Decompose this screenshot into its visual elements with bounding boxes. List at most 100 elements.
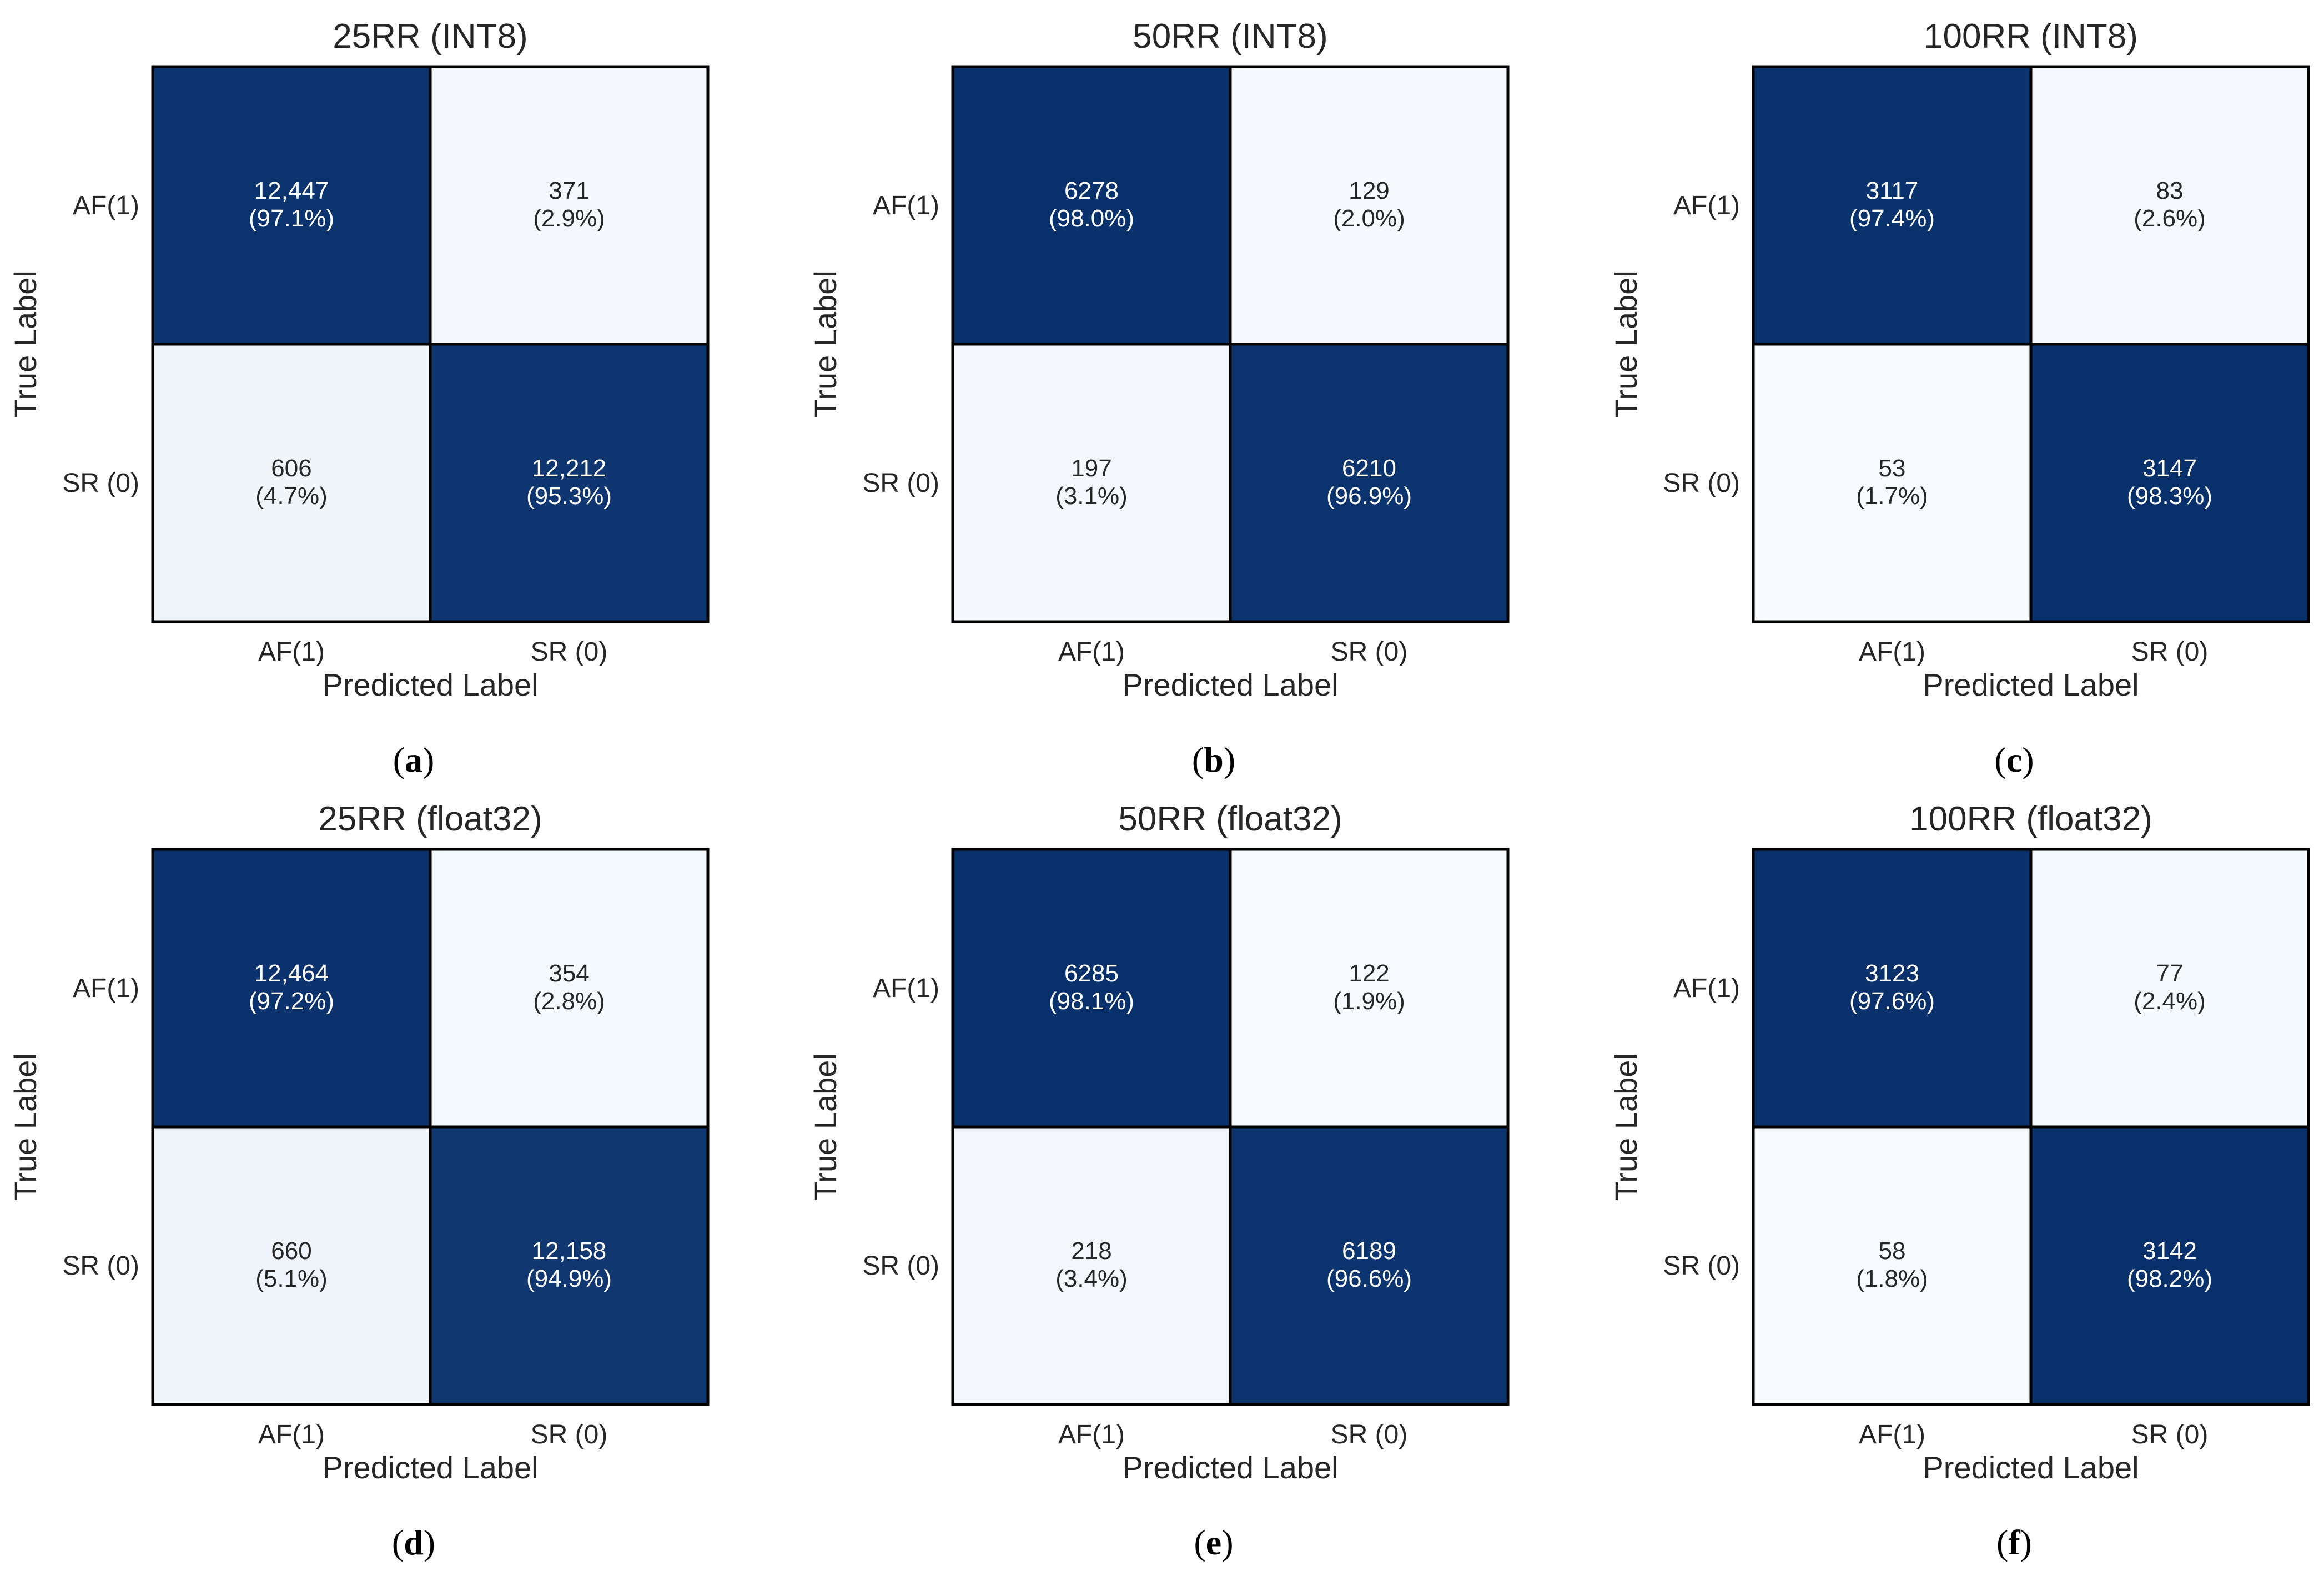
cell-count-label: 12,212: [532, 455, 607, 482]
cell-percent-label: (2.9%): [533, 205, 605, 232]
panel-title: 50RR (float32): [1118, 800, 1342, 838]
x-tick-label: AF(1): [258, 1420, 325, 1449]
x-tick-label: SR (0): [2131, 637, 2209, 667]
cell-count-label: 660: [271, 1237, 311, 1265]
cell-count-label: 53: [1879, 455, 1906, 482]
panel-title: 100RR (float32): [1909, 800, 2152, 838]
x-axis-label: Predicted Label: [1122, 1450, 1338, 1485]
matrix-cell: [1229, 343, 1510, 623]
matrix-cell: [2029, 848, 2310, 1129]
matrix-cell: [1752, 65, 2033, 346]
cell-percent-label: (2.6%): [2134, 205, 2206, 232]
cell-percent-label: (2.8%): [533, 988, 605, 1015]
cell-count-label: 3123: [1865, 960, 1919, 987]
y-tick-label: AF(1): [873, 191, 939, 220]
y-tick-label: AF(1): [873, 974, 939, 1003]
cell-percent-label: (98.3%): [2127, 482, 2212, 510]
cell-percent-label: (4.7%): [255, 482, 328, 510]
plot-frame: [152, 848, 709, 1406]
cell-count-label: 371: [549, 177, 589, 204]
y-tick-label: SR (0): [62, 469, 139, 498]
cell-count-label: 122: [1349, 960, 1389, 987]
cell-count-label: 129: [1349, 177, 1389, 204]
y-tick-label: SR (0): [62, 1251, 139, 1281]
x-tick-label: AF(1): [1058, 637, 1125, 667]
cell-percent-label: (98.2%): [2127, 1265, 2212, 1292]
cell-count-label: 218: [1071, 1237, 1111, 1265]
x-axis-label: Predicted Label: [1923, 667, 2139, 702]
cell-percent-label: (96.9%): [1326, 482, 1412, 510]
y-tick-label: AF(1): [73, 191, 139, 220]
cell-percent-label: (5.1%): [255, 1265, 328, 1292]
cell-percent-label: (97.1%): [249, 205, 334, 232]
cell-percent-label: (1.8%): [1856, 1265, 1928, 1292]
cell-percent-label: (3.1%): [1055, 482, 1128, 510]
y-tick-label: AF(1): [1673, 974, 1740, 1003]
x-tick-label: SR (0): [2131, 1420, 2209, 1449]
cell-percent-label: (97.4%): [1849, 205, 1935, 232]
cell-count-label: 12,464: [254, 960, 329, 987]
cell-count-label: 83: [2156, 177, 2184, 204]
cell-percent-label: (1.7%): [1856, 482, 1928, 510]
matrix-cell: [429, 848, 710, 1129]
matrix-cell: [2029, 65, 2310, 346]
matrix-cell: [151, 65, 432, 346]
panel-title: 25RR (INT8): [333, 17, 527, 56]
panel-title: 25RR (float32): [318, 800, 542, 838]
cell-percent-label: (3.4%): [1055, 1265, 1128, 1292]
panel-title: 50RR (INT8): [1133, 17, 1327, 56]
panel-caption: (c): [1994, 740, 2034, 779]
x-axis-label: Predicted Label: [322, 667, 538, 702]
x-tick-label: SR (0): [531, 637, 608, 667]
matrix-cell: [429, 65, 710, 346]
cell-count-label: 12,158: [532, 1237, 607, 1265]
matrix-cell: [1752, 343, 2033, 623]
cell-count-label: 3147: [2142, 455, 2197, 482]
cell-percent-label: (94.9%): [526, 1265, 612, 1292]
y-tick-label: SR (0): [1663, 469, 1740, 498]
cell-percent-label: (97.2%): [249, 988, 334, 1015]
panel-title: 100RR (INT8): [1924, 17, 2138, 56]
cell-percent-label: (2.4%): [2134, 988, 2206, 1015]
cell-percent-label: (96.6%): [1326, 1265, 1412, 1292]
matrix-cell: [951, 848, 1232, 1129]
y-axis-label: True Label: [1608, 270, 1643, 418]
matrix-cell: [429, 343, 710, 623]
plot-frame: [952, 848, 1509, 1406]
y-tick-label: AF(1): [73, 974, 139, 1003]
x-tick-label: SR (0): [1331, 637, 1408, 667]
cell-count-label: 197: [1071, 455, 1111, 482]
y-axis-label: True Label: [8, 1053, 43, 1201]
plot-frame: [152, 66, 709, 623]
cell-percent-label: (97.6%): [1849, 988, 1935, 1015]
cell-percent-label: (98.1%): [1049, 988, 1134, 1015]
x-tick-label: AF(1): [1058, 1420, 1125, 1449]
matrix-cell: [1229, 1125, 1510, 1406]
matrix-cell: [151, 343, 432, 623]
cell-count-label: 58: [1879, 1237, 1906, 1265]
x-tick-label: AF(1): [1859, 637, 1925, 667]
x-axis-label: Predicted Label: [1923, 1450, 2139, 1485]
panel-caption: (a): [393, 740, 435, 779]
cell-count-label: 6210: [1342, 455, 1396, 482]
panel-caption: (b): [1192, 740, 1235, 779]
cell-percent-label: (1.9%): [1333, 988, 1405, 1015]
cell-count-label: 3117: [1866, 177, 1919, 204]
matrix-cell: [2029, 1125, 2310, 1406]
cell-count-label: 606: [271, 455, 311, 482]
cell-count-label: 77: [2156, 960, 2184, 987]
cell-count-label: 12,447: [254, 177, 329, 204]
matrix-cell: [2029, 343, 2310, 623]
matrix-cell: [429, 1125, 710, 1406]
cell-count-label: 6285: [1064, 960, 1119, 987]
cell-percent-label: (98.0%): [1049, 205, 1134, 232]
cell-count-label: 6189: [1342, 1237, 1396, 1265]
x-axis-label: Predicted Label: [1122, 667, 1338, 702]
panel-caption: (e): [1194, 1523, 1233, 1562]
y-tick-label: AF(1): [1673, 191, 1740, 220]
panel-caption: (d): [392, 1523, 435, 1562]
plot-frame: [1752, 66, 2310, 623]
x-axis-label: Predicted Label: [322, 1450, 538, 1485]
cell-count-label: 354: [549, 960, 589, 987]
